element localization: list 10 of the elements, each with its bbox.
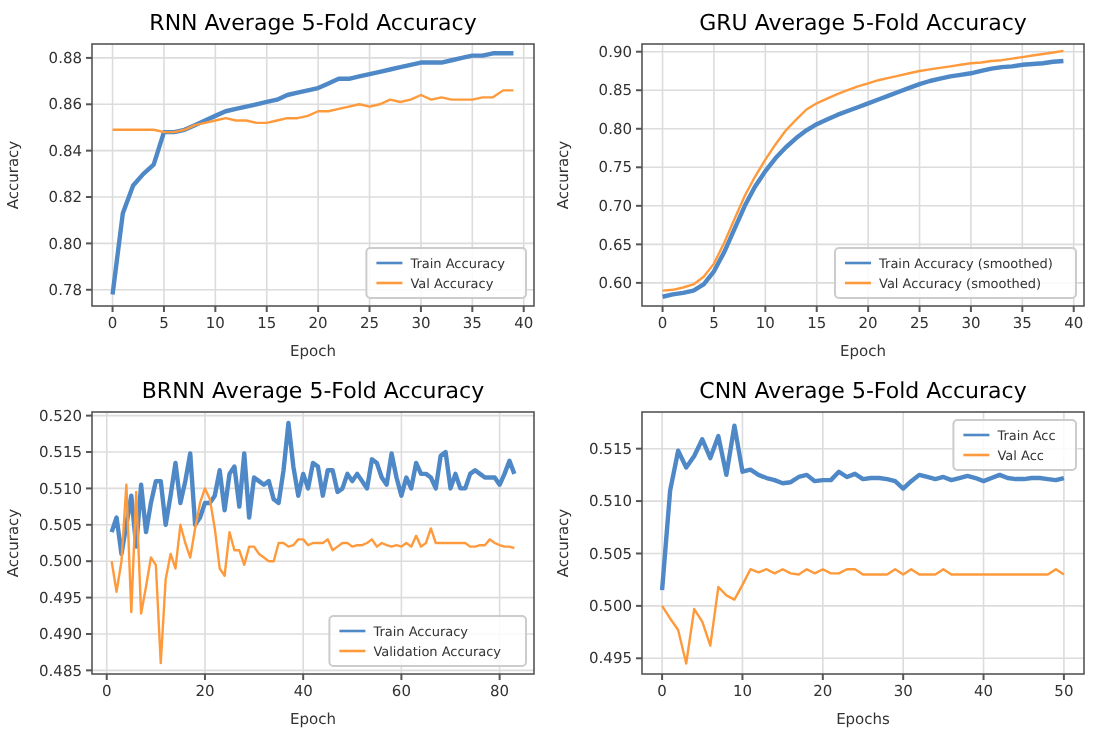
chart-title: GRU Average 5-Fold Accuracy (699, 10, 1028, 36)
chart-title: RNN Average 5-Fold Accuracy (149, 10, 478, 36)
chart-title: CNN Average 5-Fold Accuracy (699, 378, 1028, 404)
line-series (660, 568, 1066, 665)
chart-title: BRNN Average 5-Fold Accuracy (141, 378, 486, 404)
line-series (659, 423, 1067, 593)
line-series (110, 51, 516, 297)
line-series (111, 89, 515, 134)
line-series (109, 420, 517, 557)
line-series (110, 483, 516, 665)
